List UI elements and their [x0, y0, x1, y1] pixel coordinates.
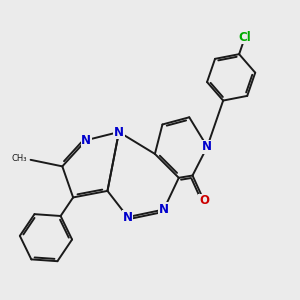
- Text: CH₃: CH₃: [12, 154, 27, 163]
- Text: Cl: Cl: [238, 31, 251, 44]
- Text: N: N: [202, 140, 212, 153]
- Text: N: N: [81, 134, 91, 147]
- Text: O: O: [199, 194, 209, 207]
- Text: N: N: [159, 203, 169, 216]
- Text: N: N: [123, 211, 133, 224]
- Text: N: N: [114, 125, 124, 139]
